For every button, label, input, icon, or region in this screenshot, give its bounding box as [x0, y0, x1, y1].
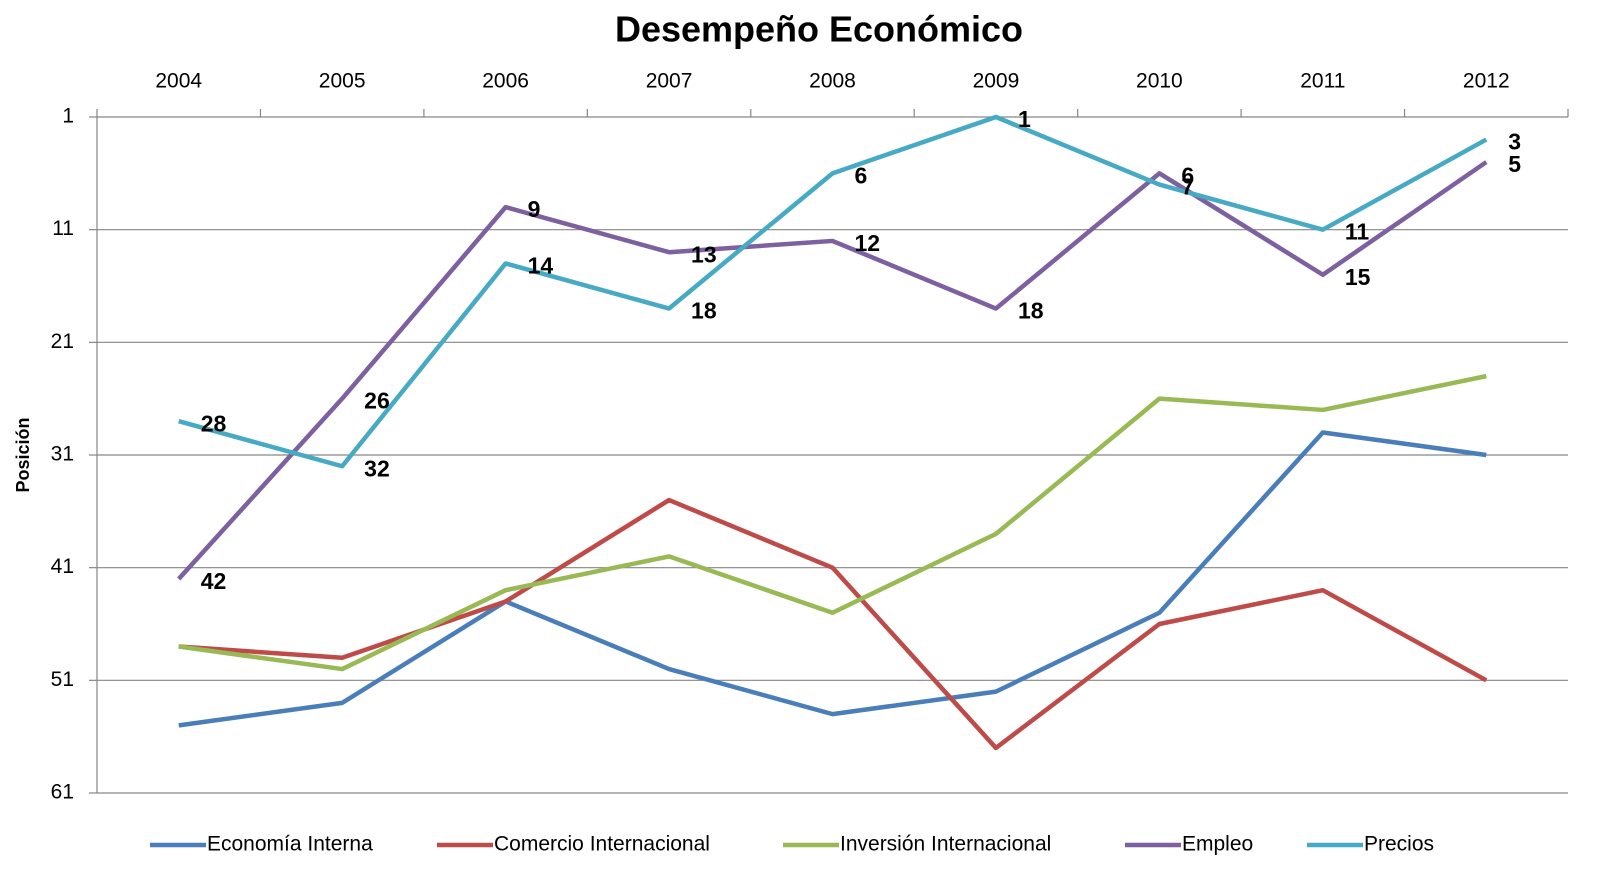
data-label: 6 [855, 162, 868, 188]
x-tick-label: 2008 [809, 70, 856, 93]
series-line [177, 160, 1488, 581]
x-tick-label: 2007 [646, 70, 693, 93]
x-tick-label: 2006 [482, 70, 529, 93]
data-label: 13 [691, 241, 717, 267]
x-tick-label: 2011 [1300, 70, 1345, 93]
y-tick-label: 1 [62, 105, 74, 128]
legend-label: Economía Interna [207, 833, 373, 856]
data-label: 14 [528, 253, 554, 279]
x-tick-label: 2010 [1136, 70, 1183, 93]
legend-label: Inversión Internacional [840, 833, 1051, 856]
y-tick-label: 41 [51, 555, 74, 578]
legend-label: Empleo [1182, 833, 1253, 856]
chart-title: Desempeño Económico [615, 9, 1023, 50]
data-label: 1 [1018, 106, 1031, 132]
data-label: 42 [201, 568, 227, 594]
y-tick-label: 31 [51, 443, 74, 466]
data-label: 32 [364, 455, 390, 481]
legend-label: Comercio Internacional [494, 833, 710, 856]
series-line [178, 114, 1488, 469]
legend-label: Precios [1364, 833, 1434, 856]
series-line [178, 430, 1487, 728]
data-label: 5 [1508, 151, 1521, 177]
y-axis-title: Posición [13, 417, 33, 492]
x-tick-label: 2012 [1463, 70, 1510, 93]
data-label: 7 [1181, 174, 1194, 200]
data-label: 28 [201, 410, 227, 436]
x-tick-label: 2004 [155, 70, 202, 93]
y-tick-label: 21 [51, 330, 74, 353]
series-line [178, 497, 1488, 751]
data-label: 9 [528, 196, 541, 222]
data-label: 18 [1018, 298, 1044, 324]
series-line [178, 373, 1487, 672]
x-tick-label: 2005 [319, 70, 366, 93]
x-tick-label: 2009 [973, 70, 1020, 93]
y-tick-label: 51 [51, 668, 74, 691]
data-label: 18 [691, 298, 717, 324]
y-tick-label: 61 [51, 781, 74, 804]
data-label: 11 [1345, 219, 1370, 245]
data-label: 12 [855, 230, 881, 256]
data-label: 6 [1181, 162, 1194, 188]
data-label: 15 [1345, 264, 1371, 290]
y-tick-label: 11 [52, 217, 74, 240]
data-label: 26 [364, 388, 390, 414]
data-label: 3 [1508, 129, 1521, 155]
